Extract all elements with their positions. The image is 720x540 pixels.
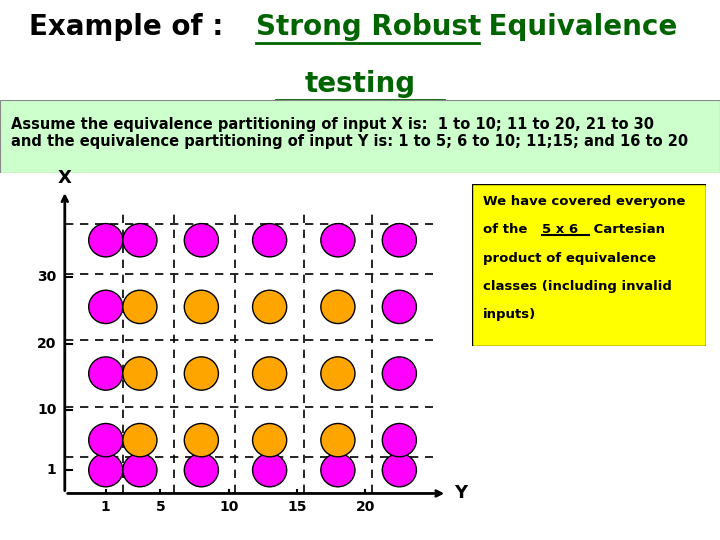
Text: classes (including invalid: classes (including invalid	[483, 280, 672, 293]
Ellipse shape	[253, 423, 287, 457]
Ellipse shape	[123, 290, 157, 323]
Text: product of equivalence: product of equivalence	[483, 252, 657, 265]
Ellipse shape	[253, 290, 287, 323]
Text: 5 x 6: 5 x 6	[542, 223, 578, 237]
Ellipse shape	[321, 423, 355, 457]
Ellipse shape	[253, 224, 287, 257]
Ellipse shape	[382, 454, 416, 487]
Text: We have covered everyone: We have covered everyone	[483, 195, 685, 208]
Ellipse shape	[382, 224, 416, 257]
Text: Equivalence: Equivalence	[479, 13, 677, 41]
Text: Example of :: Example of :	[29, 13, 233, 41]
Ellipse shape	[123, 423, 157, 457]
Text: 20: 20	[356, 500, 375, 514]
Ellipse shape	[89, 423, 123, 457]
Ellipse shape	[123, 454, 157, 487]
Ellipse shape	[321, 290, 355, 323]
Text: X: X	[58, 169, 72, 187]
Text: 1: 1	[47, 463, 57, 477]
Ellipse shape	[89, 290, 123, 323]
Ellipse shape	[382, 357, 416, 390]
Text: 15: 15	[287, 500, 307, 514]
Ellipse shape	[89, 454, 123, 487]
Ellipse shape	[321, 224, 355, 257]
Text: 10: 10	[219, 500, 238, 514]
Ellipse shape	[184, 290, 218, 323]
Ellipse shape	[123, 224, 157, 257]
Text: testing: testing	[305, 70, 415, 98]
Ellipse shape	[253, 454, 287, 487]
Text: 20: 20	[37, 336, 57, 350]
Ellipse shape	[184, 454, 218, 487]
FancyBboxPatch shape	[0, 100, 720, 173]
Ellipse shape	[321, 357, 355, 390]
Ellipse shape	[321, 454, 355, 487]
Text: inputs): inputs)	[483, 308, 536, 321]
Text: 30: 30	[37, 270, 57, 284]
Ellipse shape	[89, 224, 123, 257]
Text: Y: Y	[454, 484, 467, 502]
Text: of the: of the	[483, 223, 532, 237]
Ellipse shape	[184, 357, 218, 390]
Text: 10: 10	[37, 403, 57, 417]
Ellipse shape	[184, 423, 218, 457]
Ellipse shape	[89, 357, 123, 390]
Text: 1: 1	[101, 500, 111, 514]
Ellipse shape	[382, 423, 416, 457]
Text: 5: 5	[156, 500, 166, 514]
Ellipse shape	[253, 357, 287, 390]
Ellipse shape	[184, 224, 218, 257]
Ellipse shape	[382, 290, 416, 323]
Text: Strong Robust: Strong Robust	[256, 13, 481, 41]
FancyBboxPatch shape	[472, 184, 706, 346]
Text: Cartesian: Cartesian	[589, 223, 665, 237]
Text: Assume the equivalence partitioning of input X is:  1 to 10; 11 to 20, 21 to 30
: Assume the equivalence partitioning of i…	[11, 117, 688, 149]
Ellipse shape	[123, 357, 157, 390]
